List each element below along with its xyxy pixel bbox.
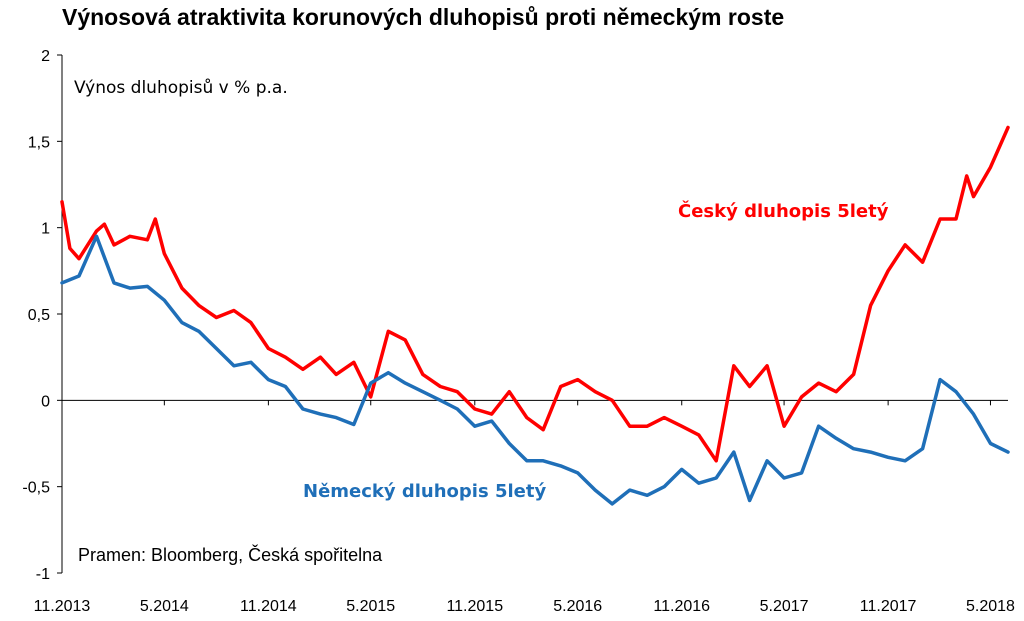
x-tick-label: 5.2017 bbox=[760, 598, 809, 615]
source-note: Pramen: Bloomberg, Česká spořitelna bbox=[78, 544, 383, 565]
chart-title: Výnosová atraktivita korunových dluhopis… bbox=[62, 4, 785, 30]
y-axis-ticks: 2 1,5 1 0,5 0 -0,5 -1 bbox=[22, 48, 62, 583]
y-tick-label: -1 bbox=[36, 566, 50, 583]
x-tick-label: 11.2015 bbox=[446, 598, 503, 615]
series-label-german: Německý dluhopis 5letý bbox=[303, 481, 546, 502]
series-lines bbox=[60, 125, 1010, 506]
y-tick-label: -0,5 bbox=[22, 480, 50, 497]
x-tick-label: 11.2013 bbox=[34, 598, 91, 615]
x-tick-label: 11.2016 bbox=[653, 598, 710, 615]
x-tick-label: 11.2017 bbox=[860, 598, 917, 615]
series-label-czech: Český dluhopis 5letý bbox=[678, 200, 889, 222]
y-tick-label: 1 bbox=[41, 221, 50, 238]
series-line-german bbox=[60, 234, 1010, 506]
series-line-czech bbox=[60, 125, 1010, 463]
y-tick-label: 0 bbox=[41, 393, 50, 410]
x-tick-label: 5.2014 bbox=[140, 598, 189, 615]
y-axis-unit-label: Výnos dluhopisů v % p.a. bbox=[74, 78, 288, 98]
x-axis-ticks: 11.2013 5.2014 11.2014 5.2015 11.2015 5.2016 1… bbox=[34, 400, 1015, 615]
x-tick-label: 5.2015 bbox=[346, 598, 395, 615]
x-tick-label: 5.2018 bbox=[966, 598, 1015, 615]
y-tick-label: 1,5 bbox=[28, 134, 50, 151]
y-tick-label: 2 bbox=[41, 48, 50, 65]
y-tick-label: 0,5 bbox=[28, 307, 50, 324]
x-tick-label: 5.2016 bbox=[553, 598, 602, 615]
x-tick-label: 11.2014 bbox=[240, 598, 297, 615]
